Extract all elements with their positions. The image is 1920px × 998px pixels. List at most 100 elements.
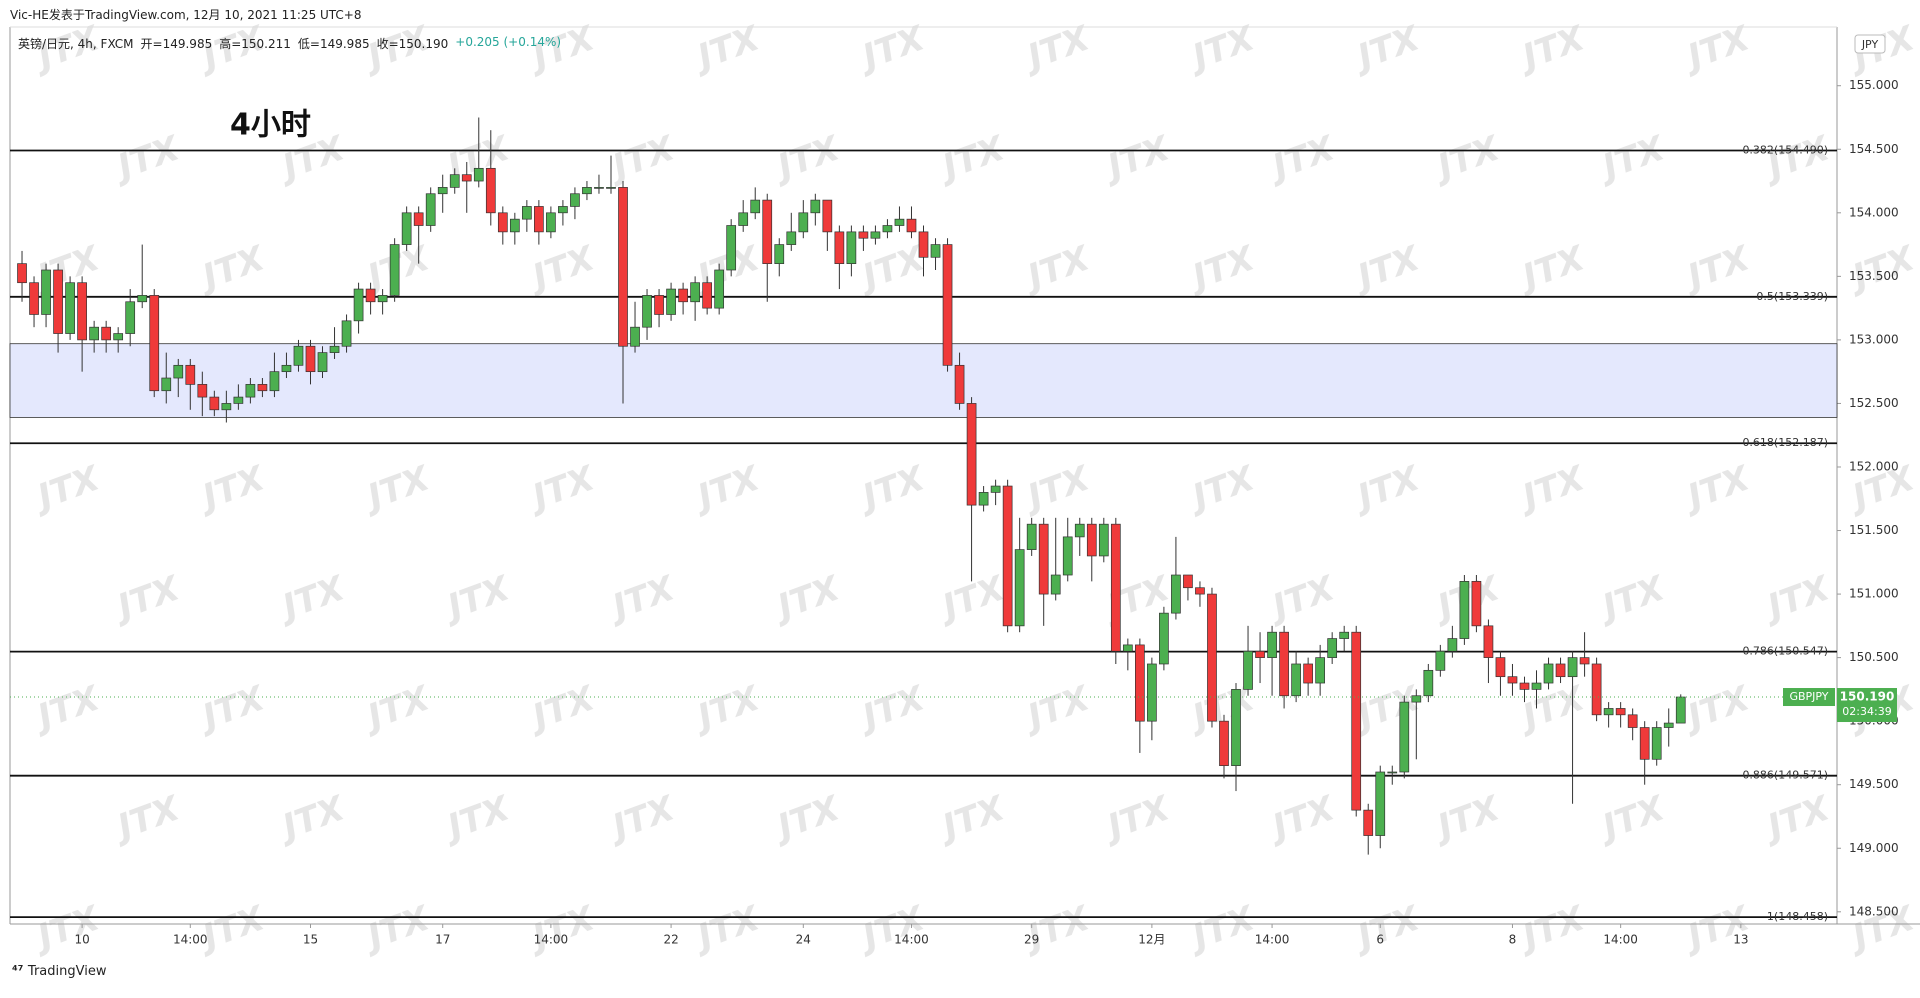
candle-body — [1627, 714, 1638, 728]
symbol: 英镑/日元, 4h, FXCM — [18, 37, 134, 51]
watermark: JTX — [1262, 788, 1341, 849]
candle-body — [1195, 587, 1205, 595]
candle-body — [1279, 631, 1289, 697]
symbol-line: 英镑/日元, 4h, FXCM 开=149.985 高=150.211 低=14… — [18, 35, 561, 52]
candle-body — [1074, 523, 1085, 538]
ohlc: 高=150.211 — [219, 37, 291, 51]
candle-body — [834, 231, 845, 264]
candle-body — [377, 295, 388, 303]
x-tick-label: 14:00 — [534, 933, 569, 947]
watermark: JTX — [107, 568, 186, 629]
candle-body — [1543, 663, 1554, 684]
candle-body — [774, 244, 785, 264]
candle-body — [101, 326, 112, 341]
candle-body — [702, 282, 712, 309]
fib-label: 1(148.458) — [1767, 910, 1828, 923]
candle-body — [1411, 695, 1422, 703]
candle-body — [1375, 771, 1386, 836]
candle-body — [534, 206, 544, 233]
watermark: JTX — [687, 898, 766, 959]
x-tick-label: 22 — [663, 933, 678, 947]
watermark: JTX — [602, 788, 681, 849]
candle-body — [1243, 650, 1253, 690]
candle-body — [1495, 657, 1506, 678]
candle-body — [245, 384, 256, 398]
candle-body — [173, 364, 184, 379]
watermark: JTX — [1677, 238, 1756, 299]
watermark: JTX — [1017, 898, 1096, 959]
y-tick-label: 153.500 — [1849, 269, 1899, 283]
x-tick-label: 14:00 — [1603, 933, 1638, 947]
watermark: JTX — [192, 458, 271, 519]
candle-body — [341, 320, 352, 347]
candle-body — [413, 212, 424, 226]
candle-body — [53, 269, 63, 334]
candle-body — [606, 187, 616, 189]
y-tick-label: 149.500 — [1849, 777, 1899, 791]
candle-body — [257, 384, 268, 392]
x-tick-label: 6 — [1376, 933, 1384, 947]
watermark: JTX — [1512, 458, 1591, 519]
x-tick-label: 14:00 — [1255, 933, 1290, 947]
candle-body — [497, 212, 508, 233]
watermark: JTX — [1677, 458, 1756, 519]
x-tick-label: 29 — [1024, 933, 1039, 947]
candle-body — [1651, 727, 1662, 760]
candle-body — [1447, 638, 1458, 652]
ohlc: 开=149.985 — [140, 37, 213, 51]
candle-body — [618, 187, 628, 347]
watermark: JTX — [1757, 788, 1836, 849]
candle-body — [1231, 689, 1241, 766]
watermark: JTX — [192, 678, 271, 739]
candle-body — [1423, 669, 1434, 697]
fib-label: 0.382(154.490) — [1742, 144, 1828, 157]
candle-body — [161, 377, 172, 392]
watermark: JTX — [1182, 458, 1261, 519]
candle-body — [425, 193, 436, 226]
candle-body — [149, 295, 160, 392]
fib-label: 0.5(153.339) — [1756, 290, 1828, 303]
watermark: JTX — [107, 128, 186, 189]
symbol-tag — [1783, 688, 1835, 707]
candle-body — [1110, 523, 1121, 652]
x-tick-label: 12月 — [1138, 933, 1165, 947]
candle-body — [990, 485, 1001, 493]
candle-body — [1050, 574, 1061, 595]
fib-label: 0.786(150.547) — [1742, 645, 1828, 658]
candle-body — [281, 364, 292, 373]
x-tick-label: 15 — [303, 933, 318, 947]
candle-body — [630, 326, 640, 347]
candle-body — [570, 193, 580, 207]
candle-body — [77, 282, 87, 341]
candle-body — [678, 288, 688, 303]
candle-body — [1471, 581, 1482, 627]
x-tick-label: 14:00 — [894, 933, 929, 947]
fib-label: 0.886(149.571) — [1742, 769, 1828, 782]
watermark: JTX — [522, 238, 601, 299]
change: +0.205 (+0.14%) — [455, 35, 562, 49]
watermark: JTX — [272, 788, 351, 849]
candle-body — [1591, 663, 1602, 716]
currency-box — [1854, 34, 1886, 54]
watermark: JTX — [1017, 458, 1096, 519]
candle-body — [1567, 657, 1578, 678]
watermark: JTX — [192, 898, 271, 959]
candle-body — [1519, 682, 1530, 690]
watermark: JTX — [852, 678, 931, 739]
watermark: JTX — [1097, 788, 1176, 849]
candle-body — [89, 326, 99, 341]
candle-body — [485, 167, 496, 214]
candle-body — [317, 352, 328, 373]
candle-body — [750, 199, 761, 214]
candle-body — [1135, 644, 1145, 722]
x-tick-label: 17 — [435, 933, 450, 947]
x-tick-label: 13 — [1733, 933, 1748, 947]
candle-body — [1675, 696, 1686, 724]
footer-text: TradingView — [27, 964, 107, 979]
currency: JPY — [1861, 38, 1879, 51]
candle-body — [1387, 771, 1398, 774]
candle-body — [930, 244, 941, 258]
x-tick-label: 14:00 — [173, 933, 208, 947]
candle-body — [954, 364, 965, 404]
candle-body — [461, 174, 472, 182]
